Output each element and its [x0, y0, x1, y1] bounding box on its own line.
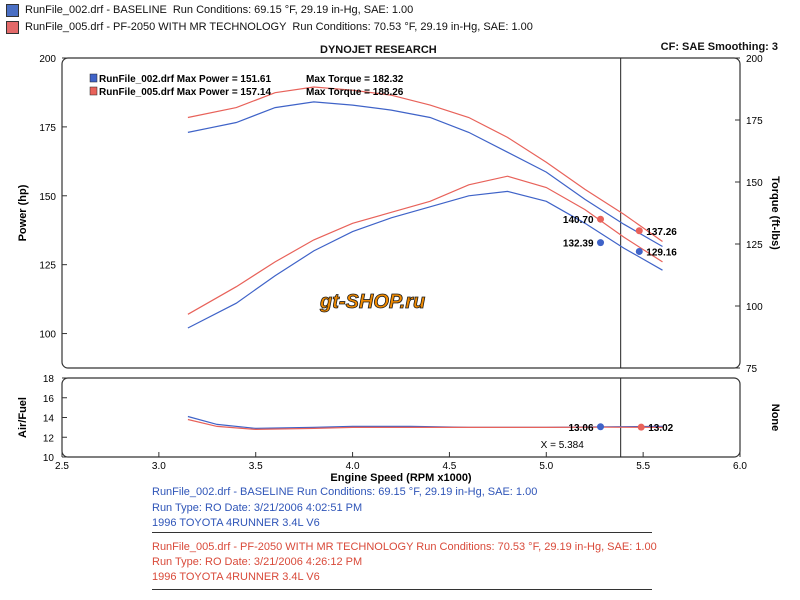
header-run1-file: RunFile_002.drf - BASELINE	[25, 4, 167, 16]
series-af-1	[187, 418, 663, 431]
gt-shop-logo: gt-SHOP.ru	[318, 286, 478, 316]
x-tick-label: 5.0	[539, 461, 553, 472]
x-tick-label: 4.5	[442, 461, 456, 472]
footer-run1-line1: RunFile_002.drf - BASELINE Run Condition…	[152, 486, 538, 498]
x-tick-label: 4.0	[346, 461, 360, 472]
cursor-value-label: 129.16	[646, 247, 677, 258]
series-power-0	[187, 190, 663, 329]
cursor-marker	[597, 239, 605, 247]
cursor-value-label: 137.26	[646, 227, 677, 238]
torque-tick-label: 100	[746, 302, 763, 313]
legend-power-label: RunFile_002.drf Max Power = 151.61	[99, 74, 271, 85]
af-tick-label: 10	[43, 453, 55, 464]
af-tick-label: 12	[43, 433, 55, 444]
run2-color-swatch	[6, 20, 19, 34]
af-tick-label: 16	[43, 394, 55, 405]
power-tick-label: 150	[39, 192, 56, 203]
series-power-1	[187, 175, 663, 315]
x-tick-label: 6.0	[733, 461, 747, 472]
cf-smoothing: CF: SAE Smoothing: 3	[660, 41, 778, 53]
header-run2-file: RunFile_005.drf - PF-2050 WITH MR TECHNO…	[25, 21, 287, 33]
legend-power-label: RunFile_005.drf Max Power = 157.14	[99, 87, 271, 98]
torque-tick-label: 175	[746, 116, 763, 127]
x-tick-label: 5.5	[636, 461, 650, 472]
af-right-axis-label: None	[769, 404, 781, 432]
series-torque-3	[187, 86, 663, 242]
x-readout: X = 5.384	[541, 440, 585, 451]
footer-bottom-rule	[152, 589, 652, 590]
chart-title: DYNOJET RESEARCH	[320, 44, 437, 56]
power-tick-label: 100	[39, 330, 56, 341]
header-run1-conditions: Run Conditions: 69.15 °F, 29.19 in-Hg, S…	[172, 4, 414, 16]
series-torque-2	[187, 101, 663, 248]
af-cursor-value-label: 13.02	[648, 423, 673, 434]
footer-run1-line3: 1996 TOYOTA 4RUNNER 3.4L V6	[152, 517, 320, 529]
torque-tick-label: 75	[746, 364, 758, 375]
legend-swatch	[89, 86, 98, 96]
af-cursor-marker	[597, 423, 605, 431]
footer-run2-line1: RunFile_005.drf - PF-2050 WITH MR TECHNO…	[152, 541, 657, 553]
power-tick-label: 200	[39, 54, 56, 65]
x-tick-label: 2.5	[55, 461, 69, 472]
cursor-marker	[635, 227, 643, 235]
dyno-chart: 200 175 150 125 100 200 175 150 125 100 75 Power (h…	[17, 54, 781, 484]
legend-swatch	[89, 73, 98, 83]
af-tick-label: 14	[43, 414, 55, 425]
power-tick-label: 175	[39, 123, 56, 134]
footer-run2-line2: Run Type: RO Date: 3/21/2006 4:26:12 PM	[152, 556, 363, 568]
footer-run1-line2: Run Type: RO Date: 3/21/2006 4:02:51 PM	[152, 502, 363, 514]
x-tick-label: 3.5	[249, 461, 263, 472]
run1-color-swatch	[6, 3, 19, 17]
logo-text: gt-SHOP.ru	[319, 291, 425, 313]
header-run2-conditions: Run Conditions: 70.53 °F, 29.19 in-Hg, S…	[292, 21, 533, 33]
torque-tick-label: 125	[746, 240, 763, 251]
cursor-value-label: 140.70	[563, 215, 594, 226]
af-cursor-marker	[637, 423, 645, 431]
torque-tick-label: 200	[746, 54, 763, 65]
header-run-2: RunFile_005.drf - PF-2050 WITH MR TECHNO…	[6, 19, 533, 35]
cursor-marker	[597, 215, 605, 223]
main-plot-frame	[61, 57, 741, 369]
footer-run2-line3: 1996 TOYOTA 4RUNNER 3.4L V6	[152, 571, 320, 583]
header-run-1: RunFile_002.drf - BASELINE Run Condition…	[6, 2, 413, 18]
af-tick-label: 18	[43, 374, 55, 385]
power-tick-label: 125	[39, 261, 56, 272]
legend-torque-label: Max Torque = 182.32	[306, 74, 404, 85]
af-plot-frame	[61, 377, 741, 458]
torque-tick-label: 150	[746, 178, 763, 189]
cursor-value-label: 132.39	[563, 239, 594, 250]
x-tick-label: 3.0	[152, 461, 166, 472]
power-axis-label: Power (hp)	[17, 184, 29, 241]
legend-torque-label: Max Torque = 188.26	[306, 87, 404, 98]
af-axis-label: Air/Fuel	[17, 397, 29, 438]
x-axis-label: Engine Speed (RPM x1000)	[330, 472, 472, 484]
torque-axis-label: Torque (ft-lbs)	[769, 176, 781, 250]
cursor-marker	[635, 247, 643, 255]
af-cursor-value-label: 13.06	[568, 423, 593, 434]
footer-divider	[152, 532, 652, 533]
